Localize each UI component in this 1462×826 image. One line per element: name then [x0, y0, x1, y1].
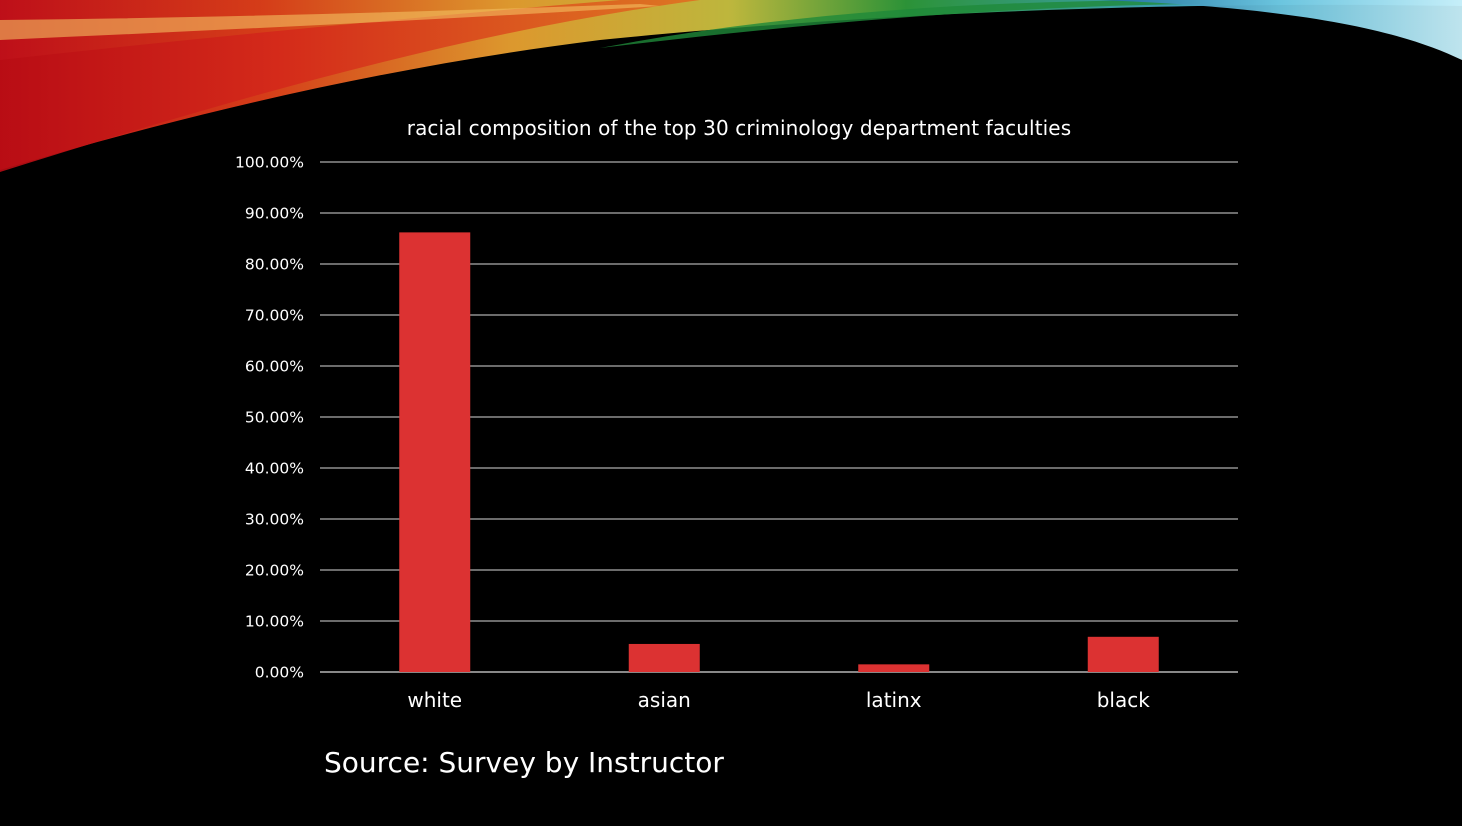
y-tick-label: 20.00% — [245, 562, 304, 580]
y-tick-label: 70.00% — [245, 307, 304, 325]
y-tick-label: 60.00% — [245, 358, 304, 376]
bar-white — [399, 232, 471, 672]
gridlines — [320, 161, 1238, 673]
x-category-label-white: white — [407, 688, 462, 712]
bars — [399, 232, 1159, 672]
y-axis-tick-labels: 0.00% 10.00% 20.00% 30.00% 40.00% 50.00% 60.00… — [235, 154, 304, 682]
slide-banner-decoration — [0, 0, 1462, 172]
y-tick-label: 50.00% — [245, 409, 304, 427]
bar-latinx — [858, 664, 930, 672]
y-tick-label: 30.00% — [245, 511, 304, 529]
y-tick-label: 10.00% — [245, 613, 304, 631]
y-tick-label: 80.00% — [245, 256, 304, 274]
y-tick-label: 100.00% — [235, 154, 304, 172]
y-tick-label: 90.00% — [245, 205, 304, 223]
x-category-label-asian: asian — [638, 688, 691, 712]
x-category-label-latinx: latinx — [866, 688, 922, 712]
y-tick-label: 40.00% — [245, 460, 304, 478]
bar-black — [1087, 636, 1159, 672]
y-tick-label: 0.00% — [255, 664, 304, 682]
x-axis-category-labels: white asian latinx black — [407, 688, 1150, 712]
x-category-label-black: black — [1097, 688, 1151, 712]
source-note: Source: Survey by Instructor — [324, 746, 724, 779]
chart-title: racial composition of the top 30 crimino… — [406, 116, 1072, 140]
bar-asian — [628, 643, 700, 672]
